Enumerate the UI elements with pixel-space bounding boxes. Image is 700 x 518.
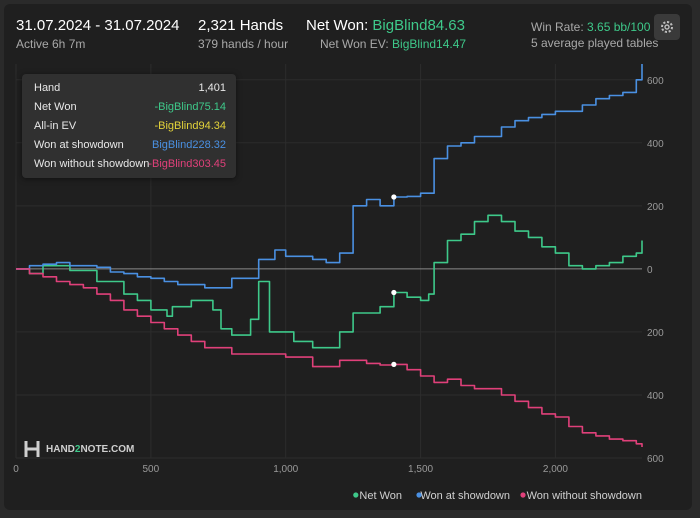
tooltip-value: BigBlind228.32 xyxy=(151,139,226,151)
hover-marker-point xyxy=(391,289,397,296)
series-line xyxy=(16,64,643,289)
active-time: Active 6h 7m xyxy=(16,37,86,51)
tooltip-value: -BigBlind303.45 xyxy=(148,158,226,170)
hover-marker-point xyxy=(391,361,397,367)
series-line xyxy=(16,214,643,349)
win-rate: Win Rate: 3.65 bb/100 xyxy=(531,20,650,34)
logo-text-left: HAND xyxy=(46,443,75,455)
tooltip-label: Won at showdown xyxy=(34,139,124,151)
x-tick-label: 500 xyxy=(143,464,160,475)
tooltip-value: -BigBlind94.34 xyxy=(154,120,226,132)
legend-swatch xyxy=(416,492,422,498)
hand2note-logo-icon xyxy=(24,441,40,457)
series-lines xyxy=(16,64,643,447)
y-tick-label: 400 xyxy=(647,391,664,402)
legend[interactable]: Net Won Won at showdown Won without showdo… xyxy=(353,490,642,502)
logo-text-right: NOTE.COM xyxy=(80,443,135,455)
grid-lines xyxy=(15,64,642,459)
series-line xyxy=(16,268,643,447)
tooltip-label: All-in EV xyxy=(34,120,77,132)
y-tick-label: 200 xyxy=(647,328,664,339)
tooltip-row: Hand 1,401 xyxy=(34,82,226,100)
settings-button[interactable] xyxy=(654,14,680,40)
win-rate-value: 3.65 bb/100 xyxy=(587,20,651,34)
tooltip-value: 1,401 xyxy=(198,82,226,94)
hover-marker-point xyxy=(391,194,397,200)
tooltip-value: -BigBlind75.14 xyxy=(154,101,226,113)
x-tick-label: 1,500 xyxy=(408,464,433,475)
gear-icon xyxy=(661,21,673,33)
legend-swatch xyxy=(353,492,359,498)
tooltip-row: All-in EV -BigBlind94.34 xyxy=(34,120,226,138)
y-tick-label: 600 xyxy=(647,454,664,465)
x-tick-label: 1,000 xyxy=(273,464,298,475)
net-won-summary: Net Won: BigBlind84.63 xyxy=(306,17,465,34)
tooltip-row: Won without showdown -BigBlind303.45 xyxy=(34,158,226,176)
hover-markers xyxy=(391,194,397,367)
hands-count: 2,321 Hands xyxy=(198,17,284,34)
ev-label: Net Won EV: xyxy=(320,37,393,51)
legend-item-label[interactable]: Won without showdown xyxy=(527,490,642,502)
y-tick-label: 0 xyxy=(647,265,653,276)
axis-ticks: 0 500 1,000 1,500 2,000 600 400 200 0 200 400 600 xyxy=(13,76,664,475)
legend-item-label[interactable]: Net Won xyxy=(359,490,402,502)
tooltip-label: Won without showdown xyxy=(34,158,150,170)
y-tick-label: 200 xyxy=(647,202,664,213)
logo-text-mid: 2 xyxy=(74,443,81,455)
win-rate-label: Win Rate: xyxy=(531,20,588,34)
x-tick-label: 2,000 xyxy=(543,464,568,475)
y-tick-label: 600 xyxy=(647,76,664,87)
legend-item-label[interactable]: Won at showdown xyxy=(420,490,510,502)
tooltip-row: Net Won -BigBlind75.14 xyxy=(34,101,226,119)
ev-summary: Net Won EV: BigBlind14.47 xyxy=(320,37,466,51)
net-won-value: BigBlind84.63 xyxy=(372,17,465,34)
legend-swatch xyxy=(520,492,526,498)
date-range: 31.07.2024 - 31.07.2024 xyxy=(16,17,180,34)
hand2note-logo: HAND 2 NOTE.COM xyxy=(24,440,134,458)
tooltip-row: Won at showdown BigBlind228.32 xyxy=(34,139,226,157)
avg-tables: 5 average played tables xyxy=(531,36,659,50)
tooltip-label: Net Won xyxy=(34,101,77,113)
hands-per-hour: 379 hands / hour xyxy=(198,37,289,51)
tooltip-label: Hand xyxy=(34,82,61,94)
hover-tooltip: Hand 1,401 Net Won -BigBlind75.14 All-in EV -… xyxy=(22,74,236,178)
ev-value: BigBlind14.47 xyxy=(392,37,467,51)
net-won-label: Net Won: xyxy=(306,17,373,34)
y-tick-label: 400 xyxy=(647,139,664,150)
x-tick-label: 0 xyxy=(13,464,19,475)
